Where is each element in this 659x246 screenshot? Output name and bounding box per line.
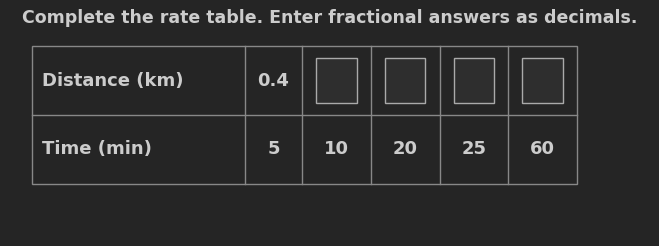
Text: 20: 20 xyxy=(393,140,418,158)
Text: 5: 5 xyxy=(268,140,280,158)
Bar xyxy=(316,58,357,103)
Text: 60: 60 xyxy=(530,140,555,158)
Text: 25: 25 xyxy=(461,140,486,158)
Text: 0.4: 0.4 xyxy=(258,72,289,90)
Bar xyxy=(523,58,563,103)
Text: Complete the rate table. Enter fractional answers as decimals.: Complete the rate table. Enter fractiona… xyxy=(22,9,637,27)
Bar xyxy=(385,58,425,103)
Text: Distance (km): Distance (km) xyxy=(42,72,183,90)
Bar xyxy=(453,58,494,103)
Text: Time (min): Time (min) xyxy=(42,140,152,158)
Text: 10: 10 xyxy=(324,140,349,158)
Bar xyxy=(32,46,577,184)
